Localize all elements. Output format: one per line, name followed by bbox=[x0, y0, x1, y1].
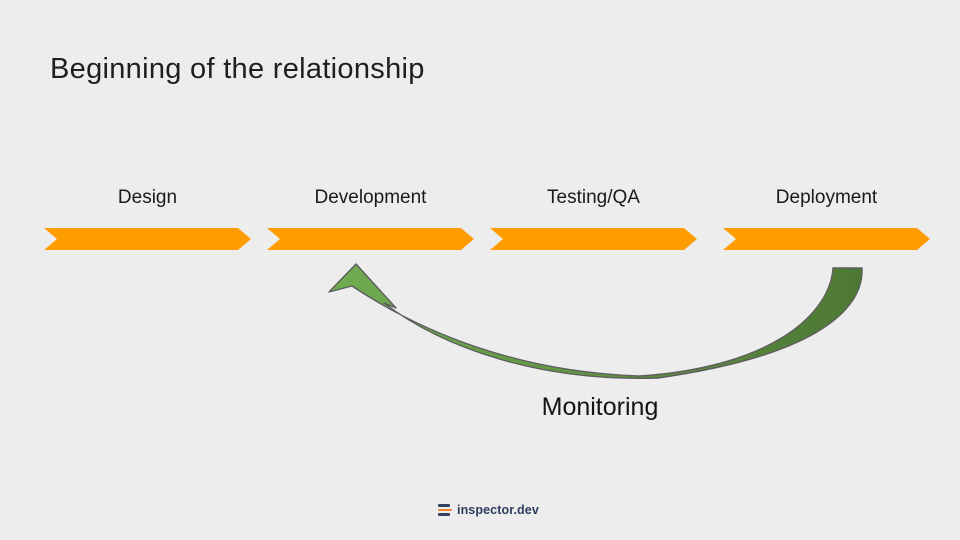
brand-logo: inspector.dev bbox=[438, 503, 539, 517]
brand-name: inspector.dev bbox=[457, 503, 539, 517]
stage-arrow-shape bbox=[490, 228, 697, 250]
stage-label: Design bbox=[117, 187, 178, 208]
stage-label: Deployment bbox=[775, 187, 878, 208]
stage-testing-qa: Testing/QA bbox=[490, 186, 697, 250]
logo-bar-bottom bbox=[438, 513, 450, 516]
monitoring-label: Monitoring bbox=[541, 393, 659, 421]
stage-arrow-shape bbox=[44, 228, 251, 250]
slide-title: Beginning of the relationship bbox=[50, 53, 425, 85]
logo-bar-middle bbox=[438, 508, 452, 512]
stage-deployment: Deployment bbox=[723, 186, 930, 250]
inspector-bars-icon bbox=[438, 504, 452, 516]
stage-development: Development bbox=[267, 186, 474, 250]
stage-label: Testing/QA bbox=[547, 187, 640, 208]
stage-design: Design bbox=[44, 186, 251, 250]
curved-arrow-shape bbox=[328, 263, 863, 380]
stage-arrow-shape bbox=[267, 228, 474, 250]
logo-bar-top bbox=[438, 504, 450, 507]
stage-label: Development bbox=[314, 187, 427, 208]
stage-arrow-shape bbox=[723, 228, 930, 250]
